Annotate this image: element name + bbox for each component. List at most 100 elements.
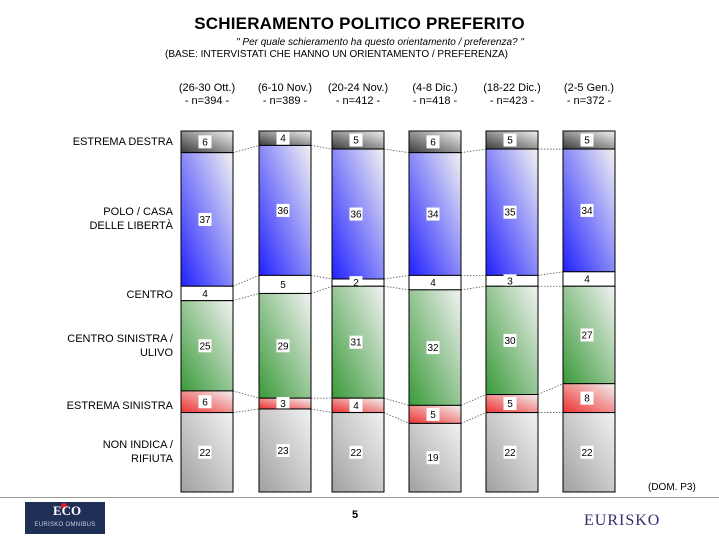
column-period: (26-30 Ott.)	[178, 82, 236, 94]
data-label: 5	[584, 136, 590, 147]
data-label: 4	[353, 401, 359, 412]
data-label: 5	[507, 399, 513, 410]
data-label: 4	[202, 289, 208, 300]
series-label-line: ESTREMA SINISTRA	[66, 399, 173, 412]
data-label-box	[580, 445, 594, 459]
series-label-line: CENTRO	[126, 288, 173, 301]
column-period: (6-10 Nov.)	[257, 82, 313, 94]
connector-line	[383, 148, 410, 154]
data-label: 36	[350, 210, 362, 221]
data-label: 30	[504, 336, 516, 347]
data-label-box	[349, 207, 363, 221]
data-label-box	[503, 445, 517, 459]
column-header: (6-10 Nov.) - n=389 -	[245, 82, 325, 108]
data-label-box	[426, 341, 440, 355]
column-sample-size: - n=412 -	[335, 95, 381, 107]
data-label: 22	[199, 448, 211, 459]
data-label-box	[276, 397, 290, 411]
data-label-box	[349, 398, 363, 412]
data-label-box	[580, 391, 594, 405]
data-label-box	[276, 339, 290, 353]
data-label-box	[198, 445, 212, 459]
data-label: 4	[430, 278, 436, 289]
column-header: (2-5 Gen.) - n=372 -	[549, 82, 629, 108]
data-label: 32	[427, 343, 439, 354]
data-label: 34	[427, 210, 439, 221]
data-label-box	[198, 286, 212, 300]
data-label: 29	[277, 341, 289, 352]
data-label: 22	[581, 448, 593, 459]
column-period: (18-22 Dic.)	[483, 82, 541, 94]
data-label: 5	[353, 136, 359, 147]
connector-line	[310, 408, 333, 413]
connector-line	[232, 408, 260, 413]
series-label-line: POLO / CASA	[103, 206, 173, 219]
connector-line	[232, 145, 260, 154]
logo-dot-icon	[61, 503, 67, 509]
data-label: 2	[353, 278, 359, 289]
series-label-line: CENTRO SINISTRA /	[67, 332, 173, 345]
column-header: (18-22 Dic.) - n=423 -	[472, 82, 552, 108]
connector-lines	[232, 145, 564, 424]
connector-line	[460, 394, 487, 406]
data-label-box	[503, 274, 517, 288]
data-label: 19	[427, 453, 439, 464]
data-label: 8	[584, 394, 590, 405]
connector-line	[232, 390, 260, 399]
column-sample-size: - n=394 -	[184, 95, 230, 107]
connector-line	[460, 148, 487, 154]
data-label: 6	[202, 397, 208, 408]
chart-title: SCHIERAMENTO POLITICO PREFERITO	[194, 14, 525, 33]
connector-line	[310, 145, 333, 150]
survey-base: (BASE: INTERVISTATI CHE HANNO UN ORIENTA…	[165, 49, 508, 60]
data-label-box	[426, 276, 440, 290]
data-label-box	[276, 277, 290, 291]
column-period: (2-5 Gen.)	[563, 82, 615, 94]
column-sample-size: - n=389 -	[262, 95, 308, 107]
data-label: 31	[350, 338, 362, 349]
data-label-box	[426, 451, 440, 465]
data-label: 25	[199, 341, 211, 352]
data-label: 5	[280, 280, 286, 291]
connector-line	[232, 275, 260, 287]
data-label: 4	[584, 275, 590, 286]
data-label: 3	[280, 399, 286, 410]
data-label: 34	[581, 206, 593, 217]
data-label-box	[503, 333, 517, 347]
connector-line	[310, 285, 333, 294]
data-label-box	[276, 131, 290, 145]
data-label-box	[198, 135, 212, 149]
column-header: (4-8 Dic.) - n=418 -	[395, 82, 475, 108]
bar-segment	[485, 148, 539, 276]
data-label: 36	[277, 206, 289, 217]
series-label: CENTRO	[40, 288, 173, 302]
stacked-bar-chart: 6374256224365293235362314226344325195353…	[180, 130, 616, 493]
connector-line	[460, 285, 487, 291]
data-label-box	[580, 272, 594, 286]
data-label-box	[580, 133, 594, 147]
data-label-box	[503, 133, 517, 147]
data-label-box	[426, 135, 440, 149]
page-number: 5	[352, 509, 359, 521]
data-label-box	[198, 212, 212, 226]
series-label-line: DELLE LIBERTÀ	[89, 220, 173, 233]
series-label-line: RIFIUTA	[131, 453, 173, 466]
bars-group: 6374256224365293235362314226344325195353…	[180, 130, 616, 493]
survey-question: " Per quale schieramento ha questo orien…	[236, 37, 524, 48]
data-label: 35	[504, 208, 516, 219]
series-label-line: NON INDICA /	[102, 439, 173, 452]
connector-line	[383, 285, 410, 291]
series-label-line: ULIVO	[139, 346, 173, 359]
series-label: ESTREMA SINISTRA	[40, 399, 173, 413]
series-label: ESTREMA DESTRA	[40, 135, 173, 149]
data-label-box	[503, 397, 517, 411]
footer-divider	[0, 497, 719, 498]
data-label-box	[349, 335, 363, 349]
column-header: (20-24 Nov.) - n=412 -	[318, 82, 398, 108]
connector-line	[537, 271, 564, 276]
connector-line	[460, 412, 487, 424]
logo-subtext: EURISKO OMNIBUS	[34, 522, 96, 528]
data-label-box	[503, 205, 517, 219]
data-label-box	[426, 207, 440, 221]
column-sample-size: - n=372 -	[566, 95, 612, 107]
